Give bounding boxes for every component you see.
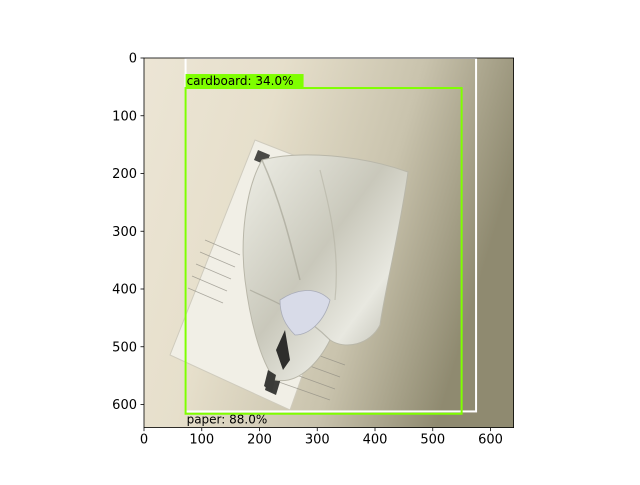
detection-label-paper: paper: 88.0% [187, 412, 268, 426]
x-tick-label: 0 [140, 433, 148, 448]
detection-cardboard: cardboard: 34.0% [184, 74, 463, 415]
photo-image [144, 58, 514, 428]
detection-label-cardboard: cardboard: 34.0% [187, 74, 294, 88]
y-tick-label: 100 [112, 109, 137, 124]
y-axis: 0 100 200 300 400 500 600 [112, 52, 144, 413]
y-tick-label: 300 [112, 225, 137, 240]
x-axis: 0 100 200 300 400 500 600 [140, 427, 503, 448]
x-tick-label: 600 [478, 433, 503, 448]
x-tick-label: 200 [247, 433, 272, 448]
axes-frame [143, 57, 515, 429]
y-tick-label: 0 [129, 52, 137, 67]
y-tick-label: 400 [112, 283, 137, 298]
detection-box-cardboard [184, 87, 463, 415]
y-tick-label: 600 [112, 398, 137, 413]
x-tick-label: 300 [305, 433, 330, 448]
crumpled-paper [242, 154, 409, 392]
x-tick-label: 500 [420, 433, 445, 448]
x-tick-label: 100 [189, 433, 214, 448]
y-tick-label: 500 [112, 340, 137, 355]
y-tick-label: 200 [112, 167, 137, 182]
detection-label-bg [185, 74, 304, 89]
detections-layer: paper: 88.0% cardboard: 34.0% [184, 57, 478, 426]
x-tick-label: 400 [363, 433, 388, 448]
